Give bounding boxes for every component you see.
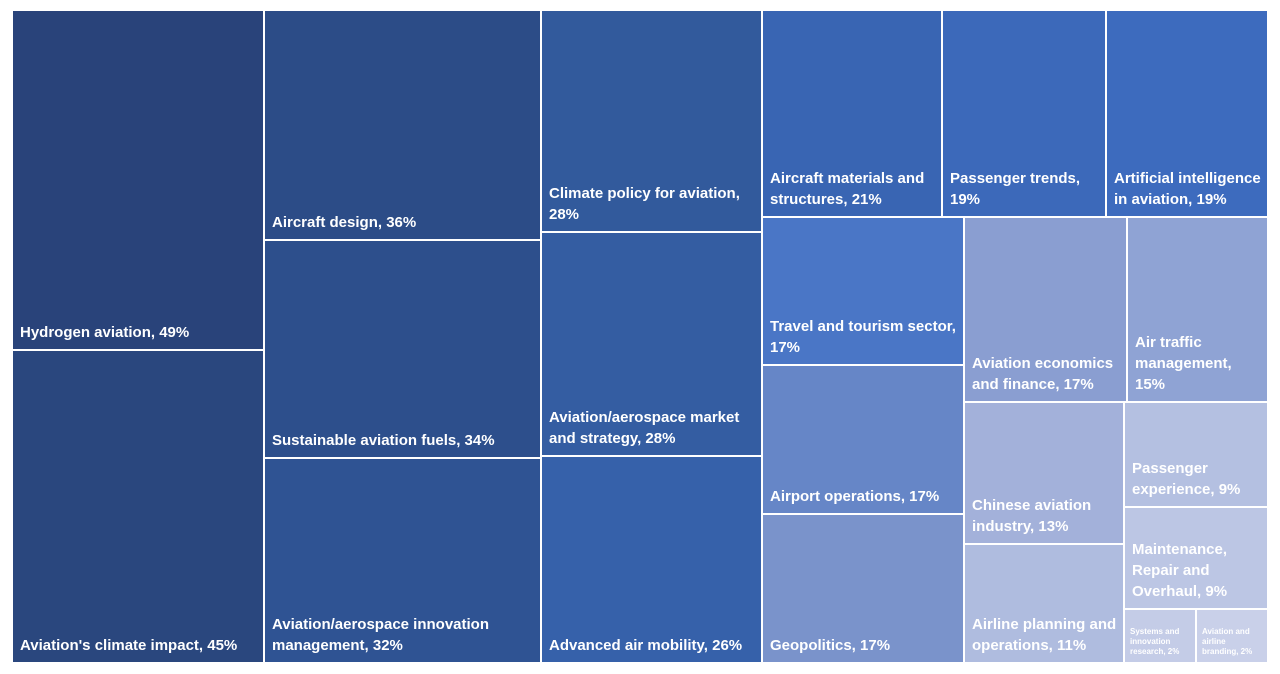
treemap-cell-geopolitics: Geopolitics, 17% [762, 514, 964, 663]
treemap-cell-air-traffic-management: Air traffic management, 15% [1127, 217, 1268, 402]
treemap-cell-hydrogen-aviation: Hydrogen aviation, 49% [12, 10, 264, 350]
treemap-cell-passenger-trends: Passenger trends, 19% [942, 10, 1106, 217]
treemap-cell-aviation-aerospace-innovation-management: Aviation/aerospace innovation management… [264, 458, 541, 663]
treemap-cell-label: Air traffic management, 15% [1135, 334, 1232, 393]
treemap-cell-label: Passenger trends, 19% [950, 170, 1081, 208]
treemap-cell-label: Chinese aviation industry, 13% [972, 497, 1092, 535]
treemap-cell-airline-planning-and-operations: Airline planning and operations, 11% [964, 544, 1124, 663]
treemap-cell-label: Aviation/aerospace innovation management… [272, 616, 489, 654]
treemap-cell-aviation-aerospace-market-and-strategy: Aviation/aerospace market and strategy, … [541, 232, 762, 456]
treemap-cell-label: Geopolitics, 17% [770, 637, 891, 654]
treemap-cell-sustainable-aviation-fuels: Sustainable aviation fuels, 34% [264, 240, 541, 458]
treemap-cell-maintenance-repair-and-overhaul: Maintenance, Repair and Overhaul, 9% [1124, 507, 1268, 609]
treemap-cell-aircraft-materials-and-structures: Aircraft materials and structures, 21% [762, 10, 942, 217]
treemap-cell-chinese-aviation-industry: Chinese aviation industry, 13% [964, 402, 1124, 544]
treemap-cell-label: Airline planning and operations, 11% [972, 616, 1117, 654]
treemap-cell-label: Airport operations, 17% [770, 488, 940, 505]
treemap-cell-label: Passenger experience, 9% [1132, 460, 1241, 498]
treemap-cell-label: Aviation/aerospace market and strategy, … [549, 409, 740, 447]
treemap-cell-label: Advanced air mobility, 26% [549, 637, 743, 654]
treemap-cell-aviation-s-climate-impact: Aviation's climate impact, 45% [12, 350, 264, 663]
treemap-cell-label: Travel and tourism sector, 17% [770, 318, 956, 356]
treemap-cell-passenger-experience: Passenger experience, 9% [1124, 402, 1268, 507]
treemap-cell-aircraft-design: Aircraft design, 36% [264, 10, 541, 240]
treemap-cell-label: Climate policy for aviation, 28% [549, 185, 740, 223]
treemap-cell-travel-and-tourism-sector: Travel and tourism sector, 17% [762, 217, 964, 365]
treemap-cell-label: Systems and innovation research, 2% [1130, 627, 1180, 656]
treemap-cell-airport-operations: Airport operations, 17% [762, 365, 964, 514]
treemap-cell-artificial-intelligence-in-aviation: Artificial intelligence in aviation, 19% [1106, 10, 1268, 217]
treemap-cell-label: Aircraft design, 36% [272, 214, 417, 231]
treemap-cell-aviation-economics-and-finance: Aviation economics and finance, 17% [964, 217, 1127, 402]
treemap-cell-label: Aviation and airline branding, 2% [1202, 627, 1253, 656]
treemap-cell-climate-policy-for-aviation: Climate policy for aviation, 28% [541, 10, 762, 232]
treemap-cell-label: Hydrogen aviation, 49% [20, 324, 190, 341]
treemap-cell-label: Maintenance, Repair and Overhaul, 9% [1132, 541, 1228, 600]
treemap-cell-advanced-air-mobility: Advanced air mobility, 26% [541, 456, 762, 663]
treemap-cell-systems-and-innovation-research: Systems and innovation research, 2% [1124, 609, 1196, 663]
treemap-cell-label: Artificial intelligence in aviation, 19% [1114, 170, 1261, 208]
treemap-cell-label: Sustainable aviation fuels, 34% [272, 432, 495, 449]
treemap-cell-label: Aviation's climate impact, 45% [20, 637, 238, 654]
treemap-cell-label: Aviation economics and finance, 17% [972, 355, 1114, 393]
treemap-cell-label: Aircraft materials and structures, 21% [770, 170, 925, 208]
treemap-cell-aviation-and-airline-branding: Aviation and airline branding, 2% [1196, 609, 1268, 663]
